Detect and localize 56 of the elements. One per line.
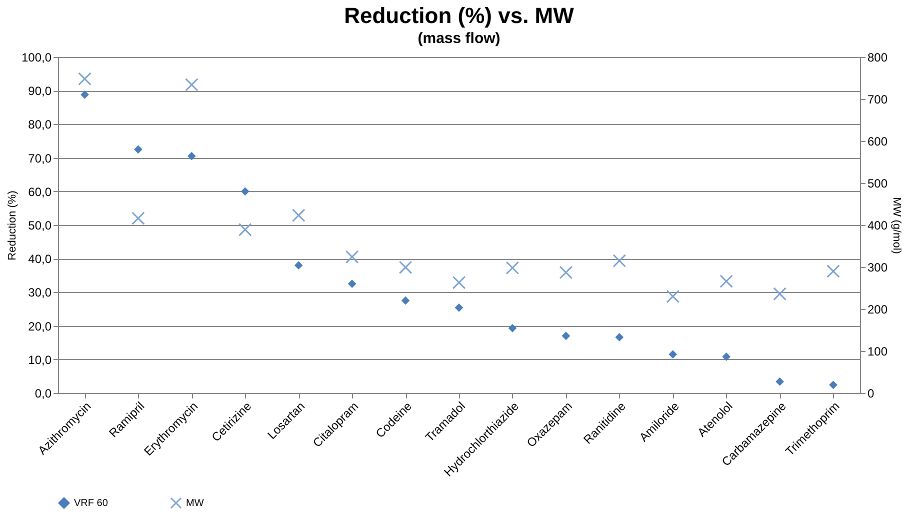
point — [776, 377, 784, 386]
point — [452, 276, 466, 290]
point — [240, 187, 250, 196]
point — [398, 260, 412, 274]
y-tick-label: 10,0 — [28, 352, 52, 367]
y-tick-label: 20,0 — [28, 319, 52, 334]
y2-tick-label: 100 — [868, 344, 888, 358]
y2-tick-label: 0 — [868, 386, 874, 400]
y-tick-label: 40,0 — [28, 252, 52, 266]
y2-tick-label: 500 — [868, 176, 888, 190]
point — [348, 280, 356, 288]
point — [345, 250, 359, 264]
point — [506, 261, 520, 275]
point — [559, 266, 573, 280]
point — [722, 352, 731, 361]
y-tick-label: 70,0 — [28, 151, 52, 166]
point — [80, 90, 89, 99]
chart-title: Reduction (%) vs. MW — [344, 3, 574, 28]
y2-axis-title: MW (g/mol) — [890, 197, 903, 254]
y-tick-label: 0,0 — [34, 386, 52, 400]
y2-tick-label: 400 — [868, 218, 888, 232]
point — [134, 145, 142, 154]
y2-tick-label: 300 — [868, 260, 888, 274]
point — [612, 254, 626, 268]
y2-tick-label: 600 — [868, 134, 888, 148]
y2-tick-label: 700 — [868, 92, 888, 106]
point — [238, 222, 252, 236]
legend-label: VRF 60 — [74, 498, 108, 509]
point — [773, 287, 786, 301]
y-tick-label: 90,0 — [28, 84, 52, 98]
point — [826, 264, 840, 278]
point — [401, 296, 410, 305]
y-tick-label: 30,0 — [28, 286, 52, 300]
point — [294, 261, 303, 270]
point — [187, 152, 196, 160]
point — [666, 290, 680, 304]
y2-tick-label: 200 — [868, 302, 888, 316]
point — [562, 332, 570, 340]
point — [829, 380, 838, 390]
legend-label: MW — [186, 498, 204, 509]
point — [454, 303, 464, 312]
point — [720, 274, 733, 288]
y-tick-label: 60,0 — [28, 184, 52, 199]
chart-subtitle: (mass flow) — [418, 30, 500, 47]
point — [668, 350, 678, 359]
point — [292, 208, 306, 222]
point — [132, 212, 145, 225]
y-axis-title: Reduction (%) — [6, 190, 18, 260]
point — [78, 72, 92, 86]
point — [185, 78, 198, 92]
y-tick-label: 80,0 — [28, 118, 52, 132]
y-tick-label: 100,0 — [21, 50, 52, 64]
point — [615, 333, 624, 342]
y2-tick-label: 800 — [868, 50, 888, 64]
point — [508, 324, 517, 332]
y-tick-label: 50,0 — [28, 218, 52, 232]
